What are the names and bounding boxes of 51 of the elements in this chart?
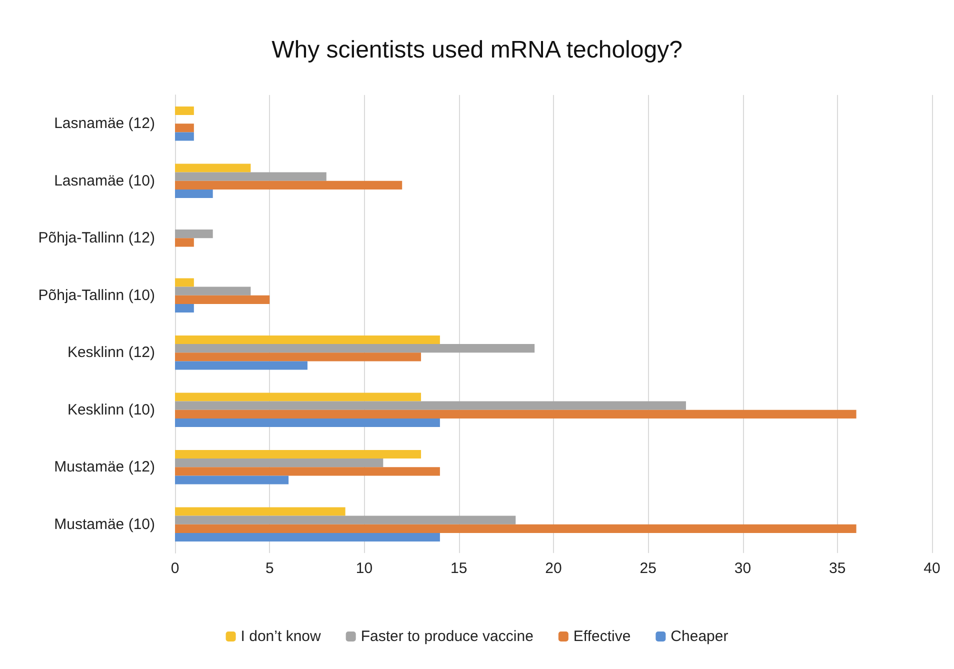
y-tick-label: Mustamäe (12) [54,458,155,476]
bar [175,352,422,362]
y-tick-label: Lasnamäe (10) [54,172,155,190]
y-tick-label: Põhja-Tallinn (12) [38,230,155,247]
bar [175,476,289,484]
legend-label: Faster to produce vaccine [360,628,534,645]
x-tick-label: 20 [545,560,562,577]
bar [175,418,440,428]
bar [175,189,213,198]
bar [175,467,440,476]
y-tick-label: Põhja-Tallinn (10) [38,286,155,304]
bar [175,335,440,344]
x-tick-label: 10 [356,560,373,577]
chart-title: Why scientists used mRNA techology? [272,36,682,64]
x-tick-label: 30 [734,560,752,577]
bar [175,410,856,418]
bar [175,450,422,459]
y-tick-label: Kesklinn (10) [67,401,155,418]
bar [175,458,384,468]
legend-label: Effective [573,628,631,645]
bar [175,401,686,410]
x-tick-label: 25 [640,560,656,577]
bar [175,516,516,524]
x-tick-label: 15 [450,560,468,577]
legend-label: Cheaper [670,628,728,645]
bar [175,507,346,516]
bar [175,124,194,132]
bar [175,392,422,402]
bar [175,524,856,533]
bar [175,278,194,287]
bar [175,230,213,238]
y-tick-label: Lasnamäe (12) [54,115,155,132]
bar [175,304,194,313]
y-tick-label: Kesklinn (12) [67,344,155,362]
bar [175,361,308,370]
x-tick-label: 5 [265,560,274,577]
bar [175,344,535,353]
x-tick-label: 0 [170,560,180,577]
bar [175,164,251,172]
x-tick-label: 35 [829,560,846,577]
y-tick-label: Mustamäe (10) [54,516,155,533]
bar [175,286,251,296]
bar [175,180,402,190]
bar [175,132,194,141]
bar [175,172,326,181]
bar [175,532,440,542]
legend-label: I don’t know [240,628,321,645]
x-tick-label: 40 [924,560,940,577]
bar [175,238,194,247]
bar [175,295,270,304]
bar [175,106,194,116]
